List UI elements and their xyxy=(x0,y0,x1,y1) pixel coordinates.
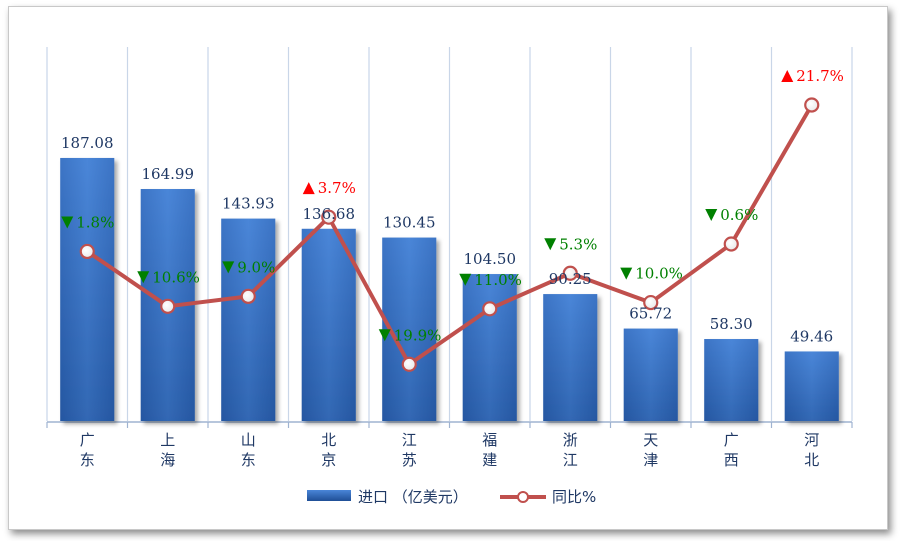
line-point-8 xyxy=(723,236,739,252)
category-label-4-0: 江 xyxy=(402,431,417,449)
line-point-2 xyxy=(240,288,256,304)
category-label-6-1: 江 xyxy=(563,451,578,469)
bar-value-label-2: 143.93 xyxy=(222,195,275,213)
bar-value-label-9: 49.46 xyxy=(790,327,833,345)
line-series xyxy=(79,97,820,372)
category-label-4-1: 苏 xyxy=(402,451,417,469)
category-label-6-0: 浙 xyxy=(563,431,578,449)
bar-sheen-8 xyxy=(704,339,759,421)
pct-label-1: 10.6% xyxy=(152,268,200,286)
category-label-8-0: 广 xyxy=(724,431,739,449)
bar-sheen-9 xyxy=(784,351,839,421)
line-point-0 xyxy=(79,243,95,260)
pct-label-8: 0.6% xyxy=(720,206,758,224)
legend-line-marker xyxy=(517,491,529,503)
category-label-8-1: 西 xyxy=(724,451,739,469)
down-triangle-icon-4 xyxy=(378,329,391,342)
category-label-7-0: 天 xyxy=(643,431,658,449)
category-label-2-0: 山 xyxy=(241,431,256,449)
bar-sheen-7 xyxy=(623,328,678,421)
down-triangle-icon-1 xyxy=(137,271,150,284)
category-label-1-0: 上 xyxy=(160,431,175,449)
pct-label-9: 21.7% xyxy=(796,67,844,85)
category-label-9-0: 河 xyxy=(804,431,819,449)
bar-value-label-0: 187.08 xyxy=(61,134,114,152)
category-label-7-1: 津 xyxy=(643,451,658,469)
bar-sheen-3 xyxy=(301,228,356,421)
legend-bar-label: 进口 （亿美元） xyxy=(358,488,468,506)
pct-label-5: 11.0% xyxy=(474,271,522,289)
pct-label-4: 19.9% xyxy=(394,326,442,344)
category-label-2-1: 东 xyxy=(241,451,256,469)
bar-sheen-2 xyxy=(221,218,276,421)
line-point-4 xyxy=(401,356,417,372)
down-triangle-icon-5 xyxy=(459,273,472,286)
line-point-7 xyxy=(643,294,659,311)
category-label-5-1: 建 xyxy=(482,451,497,469)
legend: 进口 （亿美元） 同比% xyxy=(307,488,596,506)
bar-value-label-4: 130.45 xyxy=(383,214,436,232)
down-triangle-icon-8 xyxy=(705,208,718,221)
pct-label-3: 3.7% xyxy=(318,179,356,197)
category-label-0-0: 广 xyxy=(80,431,95,449)
category-label-5-0: 福 xyxy=(482,431,497,449)
pct-label-7: 10.0% xyxy=(635,265,683,283)
line-point-5 xyxy=(482,301,498,317)
category-label-1-1: 海 xyxy=(160,451,175,469)
bar-value-label-6: 90.25 xyxy=(549,270,592,288)
bar-value-label-7: 65.72 xyxy=(629,305,672,323)
line-path xyxy=(86,103,814,367)
up-triangle-icon-9 xyxy=(781,69,794,82)
grid-lines xyxy=(46,47,853,428)
down-triangle-icon-0 xyxy=(61,216,74,229)
line-point-6 xyxy=(562,265,578,281)
category-label-3-0: 北 xyxy=(321,431,336,449)
bar-value-label-3: 136.68 xyxy=(303,205,356,223)
pct-label-2: 9.0% xyxy=(237,258,275,276)
bar-sheen-0 xyxy=(60,157,115,421)
pct-label-6: 5.3% xyxy=(559,235,597,253)
legend-bar-swatch xyxy=(307,490,351,501)
category-label-9-1: 北 xyxy=(804,451,819,469)
bar-sheen-5 xyxy=(462,274,517,421)
legend-line-label: 同比% xyxy=(552,488,596,506)
down-triangle-icon-2 xyxy=(222,261,235,274)
up-triangle-icon-3 xyxy=(302,182,315,195)
labels: 187.08 164.99 143.93 136.68 130.45 104.50 90.2… xyxy=(61,67,844,469)
bar-value-label-5: 104.50 xyxy=(464,250,517,268)
pct-label-0: 1.8% xyxy=(76,213,114,231)
bar-value-label-1: 164.99 xyxy=(142,165,195,183)
line-point-9 xyxy=(804,97,820,113)
bar-value-label-8: 58.30 xyxy=(710,315,753,333)
down-triangle-icon-7 xyxy=(620,267,633,280)
down-triangle-icon-6 xyxy=(544,238,557,251)
category-label-0-1: 东 xyxy=(80,451,95,469)
line-point-1 xyxy=(160,298,176,314)
bar-sheen-6 xyxy=(543,294,598,421)
line-point-3 xyxy=(321,209,337,225)
category-label-3-1: 京 xyxy=(321,451,336,469)
